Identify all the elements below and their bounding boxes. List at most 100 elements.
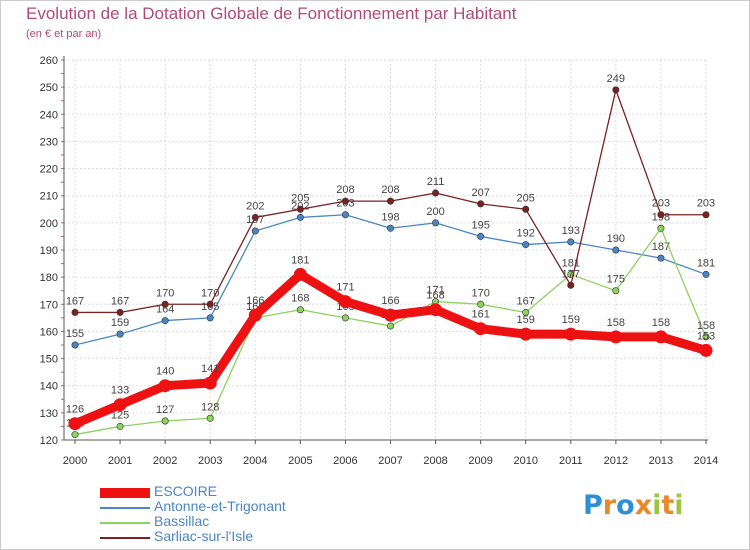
logo-letter: i [674,490,684,521]
y-tick-label: 180 [40,272,58,284]
data-point [116,422,124,430]
data-point [384,308,397,322]
data-label: 175 [607,274,625,286]
x-tick-label: 2012 [604,455,628,467]
data-point [251,227,259,235]
data-point [341,211,349,219]
x-tick-label: 2013 [649,455,673,467]
data-point [341,197,349,205]
x-tick-label: 2011 [559,455,583,467]
data-point [158,379,172,393]
data-point [296,205,304,213]
y-tick-label: 140 [40,381,58,393]
data-point [206,414,214,422]
data-point [432,219,440,227]
data-point [567,238,575,246]
data-point [71,431,79,439]
data-label: 177 [562,268,580,280]
y-tick-label: 190 [40,245,58,257]
data-point [477,200,485,208]
series-3: 167 167 170 170 202 205 208 208 211 207 205 177 249 2… [66,73,715,316]
y-tick-label: 200 [40,218,58,230]
data-label: 181 [291,254,309,266]
data-point [567,281,575,289]
logo-letter: t [661,490,675,521]
data-point [71,341,79,349]
data-label: 140 [156,366,174,378]
data-point [251,213,259,221]
data-point [113,398,127,412]
data-point [161,317,169,325]
data-point [609,330,623,344]
x-tick-label: 2007 [378,455,402,467]
data-point [71,308,79,316]
y-tick-label: 130 [40,408,58,420]
data-point [296,213,304,221]
data-point [296,306,304,314]
data-point [116,330,124,338]
data-label: 249 [607,73,625,85]
data-point [657,211,665,219]
data-point [477,232,485,240]
data-point [338,295,352,309]
data-label: 161 [471,309,489,321]
data-point [477,300,485,308]
y-tick-label: 170 [40,299,58,311]
data-label: 159 [562,314,580,326]
data-point [522,241,530,249]
data-label: 167 [66,295,84,307]
legend-swatch [100,488,150,498]
data-point [474,322,488,336]
data-label: 190 [607,233,625,245]
logo-letter: x [634,490,653,521]
data-label: 193 [562,225,580,237]
data-label: 202 [246,200,264,212]
data-label: 192 [517,228,535,240]
data-label: 203 [697,198,715,210]
legend-swatch [100,507,150,509]
chart-title: Evolution de la Dotation Globale de Fonc… [26,4,517,23]
data-label: 155 [66,328,84,340]
data-label: 159 [111,317,129,329]
x-tick-label: 2010 [513,455,537,467]
data-label: 203 [652,198,670,210]
data-label: 167 [517,295,535,307]
data-label: 200 [426,206,444,218]
data-label: 141 [201,363,219,375]
chart-subtitle: (en € et par an) [26,28,102,40]
data-point [116,308,124,316]
data-label: 128 [201,401,219,413]
data-point [248,308,262,322]
legend-swatch [100,537,150,539]
data-label: 198 [381,211,399,223]
data-point [657,224,665,232]
data-point [702,270,710,278]
series-1: 1551591641651972022031982001951921931901… [66,198,715,349]
data-point [612,246,620,254]
logo-letter: P [583,490,603,521]
data-label: 211 [427,176,445,188]
data-point [161,300,169,308]
y-tick-label: 240 [40,109,58,121]
data-point [161,417,169,425]
data-label: 171 [336,282,354,294]
data-point [702,211,710,219]
data-point [522,308,530,316]
x-tick-label: 2005 [288,455,312,467]
data-label: 153 [697,330,715,342]
data-label: 170 [201,287,219,299]
data-point [293,267,307,281]
x-tick-label: 2009 [468,455,492,467]
data-label: 166 [246,295,264,307]
x-tick-label: 2014 [694,455,718,467]
data-label: 158 [652,317,670,329]
data-label: 158 [607,317,625,329]
y-tick-label: 220 [40,164,58,176]
y-tick-label: 120 [40,435,58,447]
y-tick-label: 250 [40,82,58,94]
data-label: 208 [381,184,399,196]
data-point [699,343,713,357]
data-label: 168 [291,293,309,305]
data-label: 125 [111,409,129,421]
